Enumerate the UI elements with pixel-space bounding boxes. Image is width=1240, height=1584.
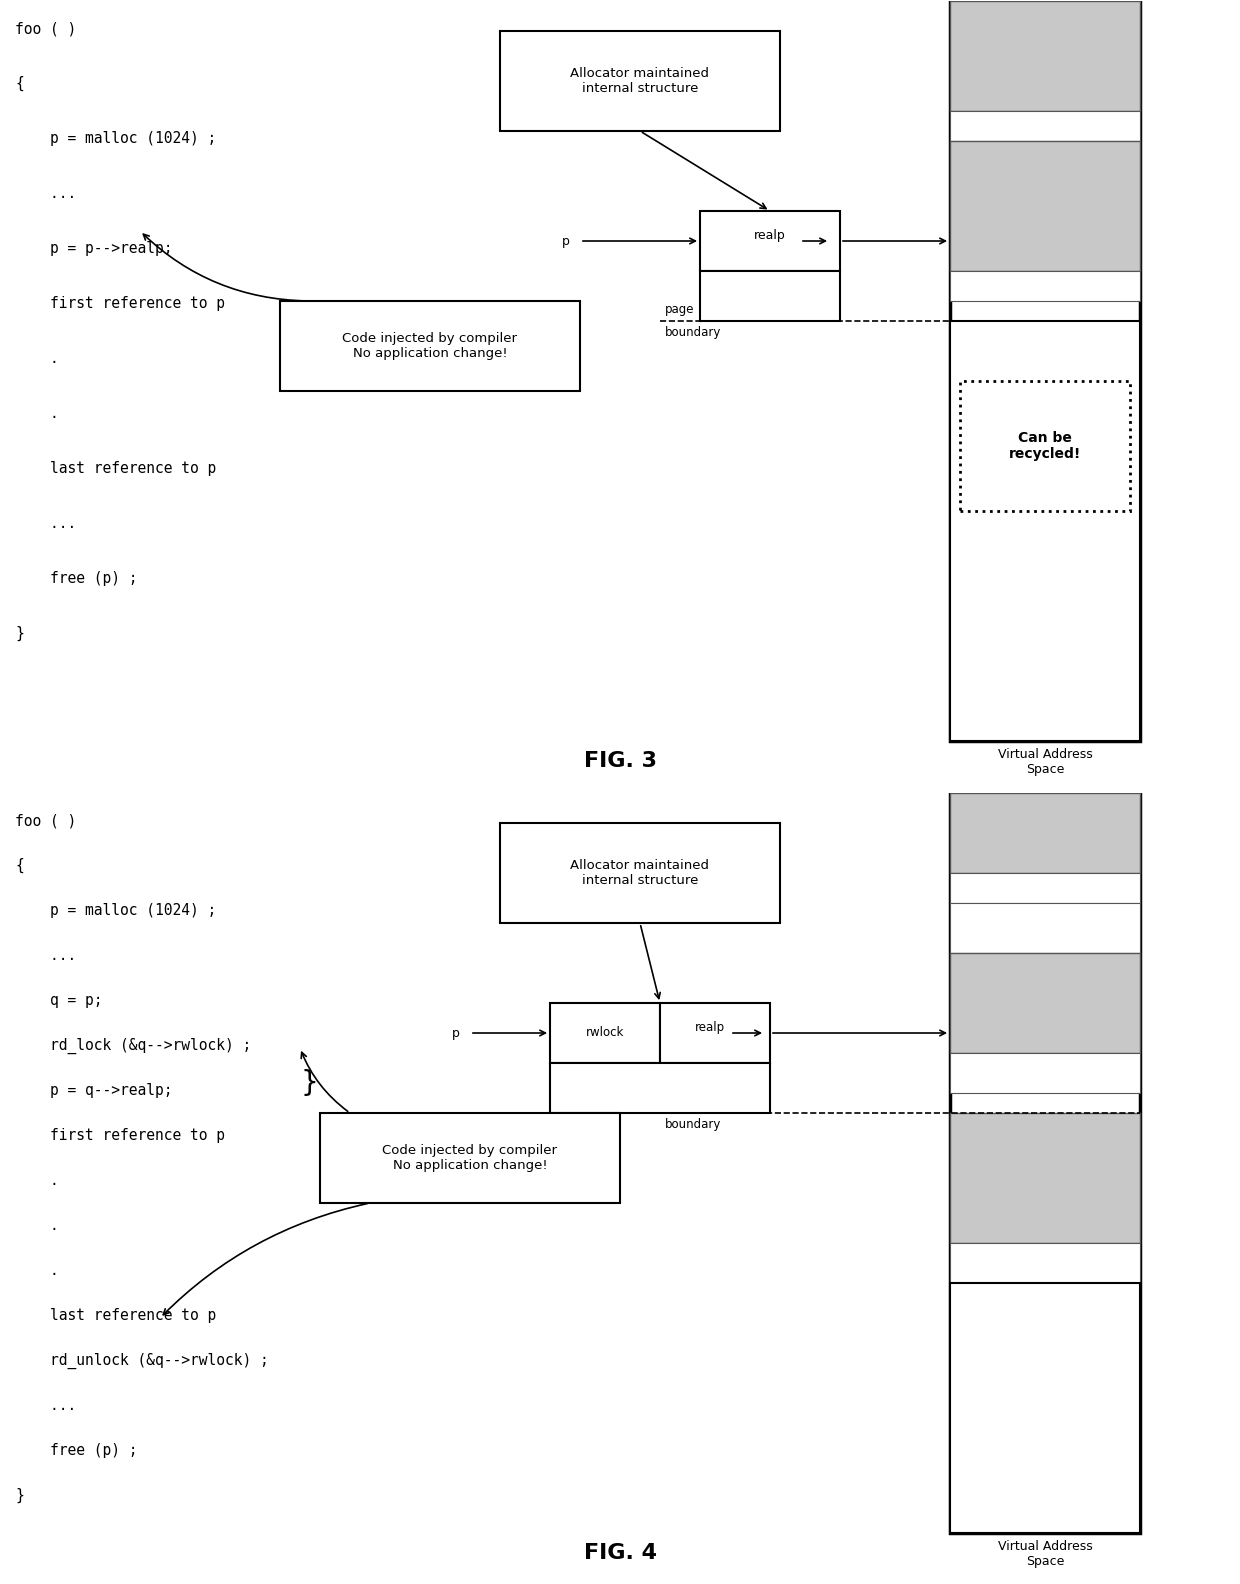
Bar: [950, 111, 1140, 141]
Text: .: .: [15, 1218, 58, 1232]
Text: Allocator maintained
internal structure: Allocator maintained internal structure: [570, 67, 709, 95]
Text: realp: realp: [694, 1022, 725, 1034]
Bar: [950, 2, 1140, 111]
Text: Code injected by compiler
No application change!: Code injected by compiler No application…: [342, 333, 517, 360]
Text: boundary: boundary: [665, 326, 722, 339]
Bar: [701, 211, 839, 271]
Bar: [950, 794, 1140, 873]
Text: p = q-->realp;: p = q-->realp;: [15, 1083, 172, 1098]
Text: .: .: [15, 1262, 58, 1278]
Text: first reference to p: first reference to p: [15, 296, 224, 310]
Text: free (p) ;: free (p) ;: [15, 1443, 138, 1457]
Bar: [950, 1053, 1140, 1093]
Text: }: }: [15, 626, 24, 642]
Text: ...: ...: [15, 1399, 76, 1413]
Bar: [950, 954, 1140, 1053]
Text: ...: ...: [15, 185, 76, 201]
Bar: [950, 1114, 1140, 1243]
Text: page: page: [665, 303, 694, 315]
Text: foo ( ): foo ( ): [15, 21, 76, 36]
Text: FIG. 4: FIG. 4: [584, 1543, 656, 1563]
Text: .: .: [15, 352, 58, 366]
Bar: [950, 873, 1140, 903]
Bar: [950, 322, 1140, 741]
Text: realp: realp: [754, 230, 786, 242]
Text: rwlock: rwlock: [585, 1026, 624, 1039]
Bar: [551, 1003, 660, 1063]
Bar: [950, 1243, 1140, 1283]
Bar: [950, 1283, 1140, 1533]
Text: q = p;: q = p;: [15, 993, 103, 1007]
Text: .: .: [15, 1174, 58, 1188]
Text: first reference to p: first reference to p: [15, 1128, 224, 1144]
Text: Code injected by compiler
No application change!: Code injected by compiler No application…: [382, 1144, 558, 1172]
Bar: [500, 824, 780, 923]
Text: Allocator maintained
internal structure: Allocator maintained internal structure: [570, 859, 709, 887]
Text: page: page: [665, 1095, 694, 1107]
Text: p = malloc (1024) ;: p = malloc (1024) ;: [15, 131, 216, 146]
Bar: [280, 301, 580, 391]
Text: Can be
recycled!: Can be recycled!: [1009, 431, 1081, 461]
Text: foo ( ): foo ( ): [15, 813, 76, 828]
Text: free (p) ;: free (p) ;: [15, 570, 138, 586]
Bar: [660, 1003, 770, 1063]
Text: ...: ...: [15, 516, 76, 531]
Text: {: {: [15, 76, 24, 92]
Bar: [701, 271, 839, 322]
Text: }: }: [15, 1487, 24, 1503]
Bar: [950, 794, 1140, 1533]
Text: boundary: boundary: [665, 1118, 722, 1131]
Bar: [950, 2, 1140, 741]
Bar: [500, 32, 780, 131]
Text: p: p: [453, 1026, 460, 1039]
Bar: [950, 903, 1140, 954]
Text: rd_lock (&q-->rwlock) ;: rd_lock (&q-->rwlock) ;: [15, 1038, 252, 1055]
Text: {: {: [15, 859, 24, 873]
Text: p = p-->realp;: p = p-->realp;: [15, 241, 172, 257]
Bar: [950, 141, 1140, 271]
Bar: [950, 271, 1140, 301]
Text: ...: ...: [15, 947, 76, 963]
Text: p: p: [562, 234, 570, 247]
Bar: [960, 382, 1130, 512]
Bar: [320, 1114, 620, 1202]
Text: .: .: [15, 406, 58, 421]
Text: p = malloc (1024) ;: p = malloc (1024) ;: [15, 903, 216, 919]
Bar: [551, 1063, 770, 1114]
Text: last reference to p: last reference to p: [15, 1308, 216, 1323]
Text: rd_unlock (&q-->rwlock) ;: rd_unlock (&q-->rwlock) ;: [15, 1353, 269, 1369]
Text: Virtual Address
Space: Virtual Address Space: [998, 1540, 1092, 1568]
Text: last reference to p: last reference to p: [15, 461, 216, 477]
Text: }: }: [300, 1069, 317, 1098]
Text: Virtual Address
Space: Virtual Address Space: [998, 748, 1092, 776]
Text: FIG. 3: FIG. 3: [584, 751, 656, 771]
